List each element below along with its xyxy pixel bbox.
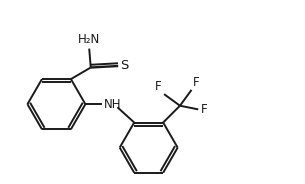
Text: S: S [120,59,129,72]
Text: H₂N: H₂N [78,33,100,46]
Text: NH: NH [103,98,121,111]
Text: F: F [155,80,162,93]
Text: F: F [193,76,200,89]
Text: F: F [200,103,207,116]
